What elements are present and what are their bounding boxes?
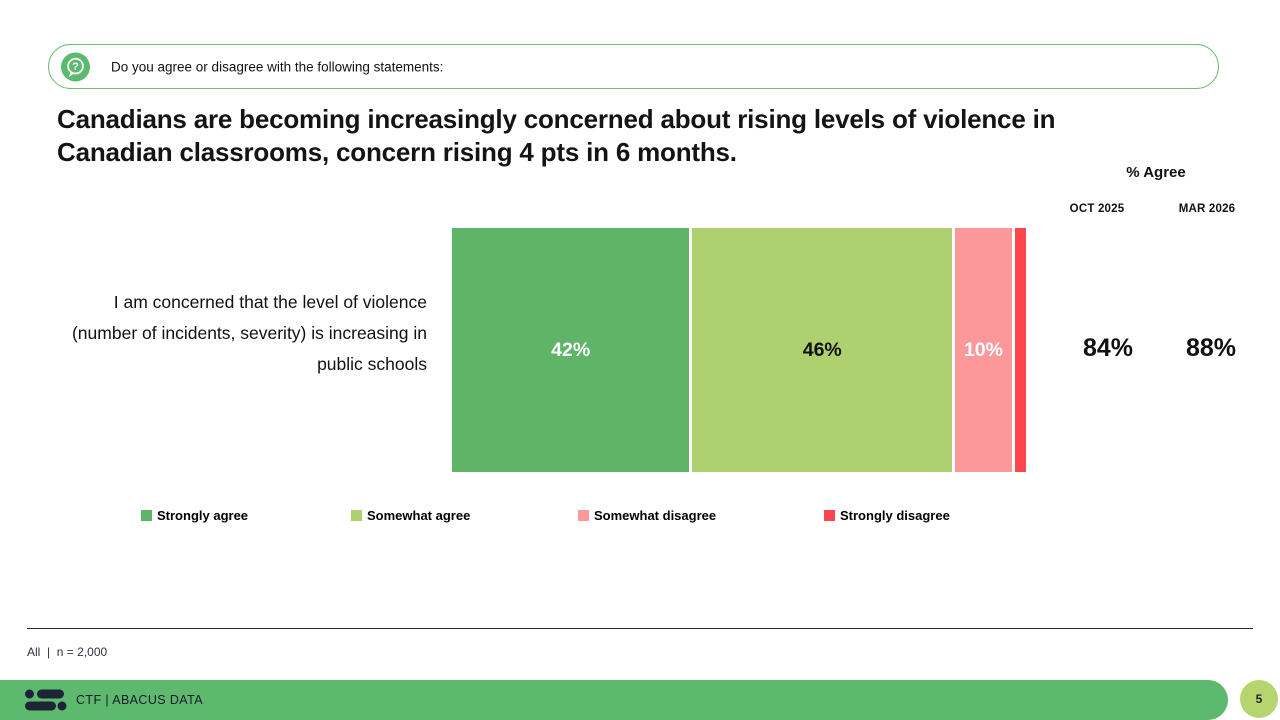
bar-segment-strongly-disagree <box>1014 228 1026 472</box>
legend-swatch-icon <box>141 510 152 521</box>
agree-panel-header: % Agree <box>1126 164 1186 181</box>
question-banner: ? Do you agree or disagree with the foll… <box>48 44 1219 89</box>
bar-segment-somewhat-disagree: 10% <box>955 228 1012 472</box>
footer-bar: CTF | ABACUS DATA <box>0 680 1228 720</box>
agree-value-oct-2025: 84% <box>1082 334 1134 362</box>
legend-item-strongly-disagree: Strongly disagree <box>824 508 950 523</box>
abacus-data-logo-icon <box>25 689 67 716</box>
question-bubble-icon: ? <box>61 52 90 81</box>
column-header-mar-2026: MAR 2026 <box>1178 203 1236 215</box>
statement-label: I am concerned that the level of violenc… <box>71 292 427 374</box>
question-banner-text: Do you agree or disagree with the follow… <box>111 59 444 74</box>
legend-label: Strongly agree <box>157 508 249 523</box>
svg-text:?: ? <box>72 61 79 73</box>
brand-text: CTF | ABACUS DATA <box>76 693 203 707</box>
legend-swatch-icon <box>824 510 835 521</box>
page-number-badge: 5 <box>1240 680 1278 718</box>
legend-label: Somewhat agree <box>367 508 471 523</box>
stacked-bar: 42% 46% 10% <box>452 228 1026 472</box>
bar-segment-value: 42% <box>551 338 591 361</box>
bar-segment-value: 10% <box>963 338 1003 361</box>
slide-title: Canadians are becoming increasingly conc… <box>57 104 1056 167</box>
legend-swatch-icon <box>351 510 362 521</box>
bar-segment-value: 46% <box>802 338 842 361</box>
legend-label: Somewhat disagree <box>594 508 717 523</box>
legend-item-somewhat-disagree: Somewhat disagree <box>578 508 716 523</box>
column-header-oct-2025: OCT 2025 <box>1069 203 1125 215</box>
bar-segment-strongly-agree: 42% <box>452 228 690 472</box>
legend-item-strongly-agree: Strongly agree <box>141 508 248 523</box>
bar-segment-somewhat-agree: 46% <box>692 228 953 472</box>
page-number: 5 <box>1255 692 1263 706</box>
legend-label: Strongly disagree <box>840 508 950 523</box>
legend-swatch-icon <box>578 510 589 521</box>
sample-note: All | n = 2,000 <box>27 645 108 659</box>
legend-item-somewhat-agree: Somewhat agree <box>351 508 470 523</box>
agree-value-mar-2026: 88% <box>1185 334 1237 362</box>
legend: Strongly agree Somewhat agree Somewhat dis… <box>0 508 1280 530</box>
footer-divider <box>27 628 1253 629</box>
